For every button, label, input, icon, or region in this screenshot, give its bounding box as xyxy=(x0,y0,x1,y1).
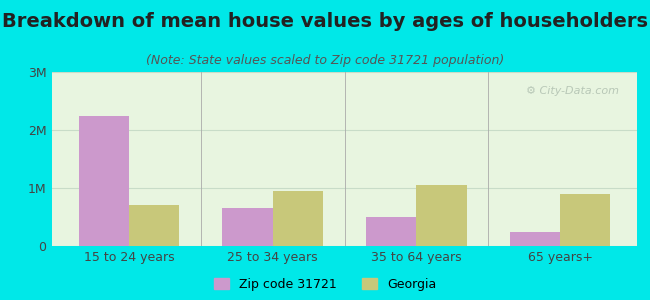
Legend: Zip code 31721, Georgia: Zip code 31721, Georgia xyxy=(214,278,436,291)
Text: Breakdown of mean house values by ages of householders: Breakdown of mean house values by ages o… xyxy=(2,12,648,31)
Bar xyxy=(129,206,179,246)
Text: ⚙ City-Data.com: ⚙ City-Data.com xyxy=(526,86,619,96)
Text: (Note: State values scaled to Zip code 31721 population): (Note: State values scaled to Zip code 3… xyxy=(146,54,504,67)
Bar xyxy=(272,191,323,246)
Bar xyxy=(510,232,560,246)
Bar xyxy=(79,116,129,246)
Bar xyxy=(366,217,417,246)
Bar xyxy=(417,185,467,246)
Bar xyxy=(222,208,272,246)
Bar xyxy=(560,194,610,246)
